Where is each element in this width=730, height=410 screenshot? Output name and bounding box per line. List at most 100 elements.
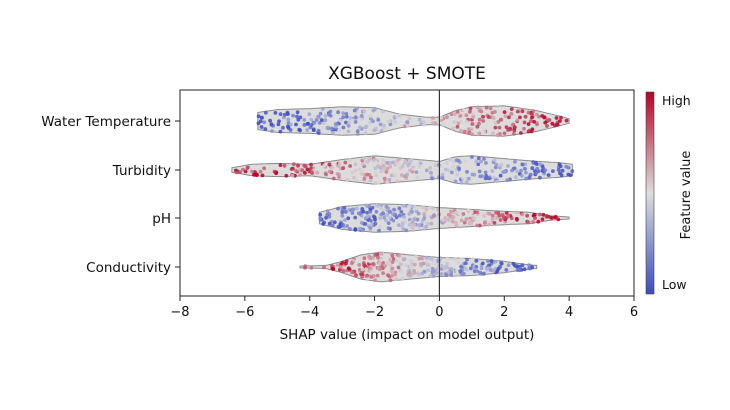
shap-point [310,170,314,175]
shap-point [337,267,342,272]
shap-point [443,266,448,271]
shap-point [529,129,534,134]
shap-point [348,158,352,163]
shap-point [330,130,335,135]
shap-point [425,221,430,226]
shap-point [344,120,348,125]
shap-point [464,119,469,124]
shap-point [364,203,368,208]
shap-point [469,127,474,131]
shap-point [538,175,542,180]
shap-point [406,123,410,128]
x-tick-label: 0 [435,305,443,320]
shap-point [494,210,498,215]
shap-point [355,129,360,134]
shap-point [388,257,393,262]
shap-point [478,270,483,275]
shap-point [486,218,491,223]
shap-point [360,267,365,272]
shap-point [453,112,457,117]
shap-point [278,112,283,116]
shap-point [400,225,405,229]
shap-point [492,158,497,163]
shap-point [470,257,475,261]
shap-point [316,128,321,133]
shap-point [433,163,438,168]
shap-point [501,215,506,220]
shap-point [392,115,397,119]
shap-point [530,112,534,116]
shap-point [543,168,548,173]
shap-point [421,261,426,266]
shap-point [309,123,314,127]
shap-point [328,109,333,114]
shap-point [270,129,274,134]
shap-point [455,172,460,177]
shap-point [522,126,526,131]
shap-point [376,118,381,122]
shap-point [484,161,488,165]
shap-point [327,169,332,174]
shap-point [452,211,457,216]
shap-point [379,129,384,133]
shap-point [296,163,300,168]
shap-point [335,263,340,267]
dots-layer [234,105,575,283]
shap-point [328,113,333,118]
shap-point [443,167,448,172]
shap-point [355,132,360,136]
shap-point [426,268,430,272]
shap-point [471,111,475,116]
shap-point [478,174,482,179]
shap-point [284,173,289,178]
shap-point [367,210,372,215]
shap-point [361,209,366,214]
shap-point [350,208,354,213]
shap-point [385,213,390,217]
shap-point [532,119,536,124]
shap-point [282,112,287,117]
shap-point [368,259,372,264]
shap-point [263,110,268,115]
shap-point [558,171,562,176]
shap-point [374,203,379,208]
shap-point [497,213,502,218]
shap-point [407,116,412,121]
shap-point [294,122,298,127]
shap-point [502,131,507,136]
shap-point [464,261,468,266]
shap-point [354,206,359,211]
shap-point [373,253,378,257]
shap-point [345,224,349,228]
shap-point [352,175,356,180]
shap-point [445,115,449,120]
shap-point [378,225,382,229]
shap-point [527,263,531,268]
shap-point [364,124,369,129]
shap-point [538,162,542,167]
shap-point [564,118,569,123]
colorbar-title: Feature value [679,151,694,240]
shap-point [327,212,332,216]
shap-point [378,122,383,127]
shap-point [476,156,481,161]
shap-point [400,276,405,281]
shap-point [350,170,355,175]
shap-point [385,261,390,266]
shap-point [408,168,412,173]
shap-point [431,274,436,278]
shap-point [472,269,477,274]
shap-point [340,213,345,218]
shap-point [424,255,429,260]
shap-point [471,115,476,120]
shap-point [477,223,482,228]
shap-point [549,215,554,220]
shap-point [381,271,385,275]
y-tick-labels: Water Temperature Turbidity pH Conductivity [41,114,180,276]
shap-point [338,264,343,269]
shap-point [417,117,422,122]
shap-point [487,222,491,227]
shap-point [298,115,303,120]
shap-point [302,118,307,122]
shap-point [357,263,362,267]
